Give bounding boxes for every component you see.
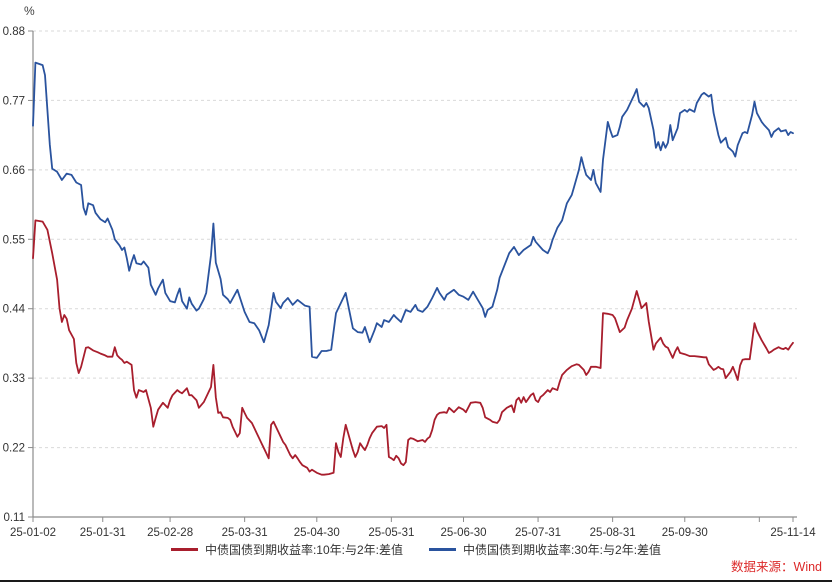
legend-item-30y-2y: 中债国债到期收益率:30年:与2年:差值 (429, 541, 661, 558)
svg-text:25-08-31: 25-08-31 (590, 527, 636, 539)
red-line-swatch-icon (170, 548, 198, 551)
bottom-divider (0, 580, 832, 582)
chart-plot: 0.11 0.22 0.33 0.44 0.55 0.66 0.77 0.88 25-01-02… (3, 26, 817, 539)
svg-text:25-06-30: 25-06-30 (440, 527, 486, 539)
svg-text:25-05-31: 25-05-31 (368, 527, 414, 539)
svg-text:25-04-30: 25-04-30 (294, 527, 340, 539)
svg-text:0.55: 0.55 (3, 234, 25, 246)
svg-text:0.88: 0.88 (3, 26, 25, 38)
svg-text:25-01-02: 25-01-02 (10, 527, 56, 539)
svg-text:0.33: 0.33 (3, 373, 25, 385)
svg-text:0.44: 0.44 (3, 304, 26, 316)
svg-text:25-01-31: 25-01-31 (80, 527, 126, 539)
blue-line-swatch-icon (429, 548, 456, 551)
svg-text:0.11: 0.11 (3, 512, 25, 524)
y-axis-unit-label: % (24, 4, 35, 18)
legend-label-10y-2y: 中债国债到期收益率:10年:与2年:差值 (204, 543, 403, 557)
svg-text:0.22: 0.22 (3, 443, 25, 455)
svg-text:25-02-28: 25-02-28 (147, 527, 193, 539)
svg-text:0.66: 0.66 (3, 165, 25, 177)
legend-item-10y-2y: 中债国债到期收益率:10年:与2年:差值 (170, 541, 403, 558)
svg-text:25-11-14: 25-11-14 (770, 527, 816, 539)
svg-text:25-03-31: 25-03-31 (222, 527, 268, 539)
legend-label-30y-2y: 中债国债到期收益率:30年:与2年:差值 (463, 543, 662, 557)
svg-text:25-09-30: 25-09-30 (662, 527, 708, 539)
chart-legend: 中债国债到期收益率:10年:与2年:差值 中债国债到期收益率:30年:与2年:差… (0, 541, 832, 558)
data-source-note: 数据来源：Wind (731, 560, 822, 574)
svg-text:25-07-31: 25-07-31 (515, 527, 561, 539)
svg-text:0.77: 0.77 (3, 95, 25, 107)
